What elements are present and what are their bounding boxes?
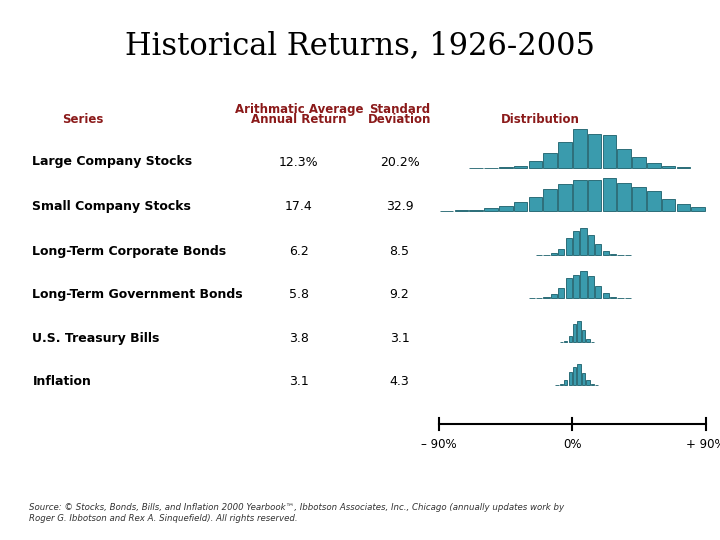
Text: 3.1: 3.1 xyxy=(390,332,410,345)
Text: Series: Series xyxy=(62,113,104,126)
Bar xyxy=(544,189,557,211)
Bar xyxy=(580,228,587,255)
Text: Small Company Stocks: Small Company Stocks xyxy=(32,200,192,213)
Text: Historical Returns, 1926-2005: Historical Returns, 1926-2005 xyxy=(125,30,595,60)
Bar xyxy=(577,321,581,342)
Bar xyxy=(514,202,528,211)
Text: 20.2%: 20.2% xyxy=(379,156,420,168)
Text: 6.2: 6.2 xyxy=(289,245,309,258)
Bar xyxy=(551,294,557,298)
Bar xyxy=(595,286,601,298)
Bar xyxy=(603,136,616,168)
Bar xyxy=(564,380,567,385)
Bar xyxy=(617,148,631,168)
Text: 4.3: 4.3 xyxy=(390,375,410,388)
Bar xyxy=(564,341,567,342)
Text: 8.5: 8.5 xyxy=(390,245,410,258)
Bar xyxy=(662,166,675,168)
Bar xyxy=(566,238,572,255)
Text: 32.9: 32.9 xyxy=(386,200,413,213)
Text: Long-Term Corporate Bonds: Long-Term Corporate Bonds xyxy=(32,245,227,258)
Bar xyxy=(573,324,576,342)
Text: Deviation: Deviation xyxy=(368,113,431,126)
Bar xyxy=(647,163,661,168)
Text: 3.8: 3.8 xyxy=(289,332,309,345)
Bar xyxy=(566,279,572,298)
Bar xyxy=(499,167,513,168)
Bar xyxy=(577,364,581,385)
Bar xyxy=(610,297,616,298)
Bar xyxy=(588,180,601,211)
Bar xyxy=(586,380,590,385)
Bar xyxy=(588,134,601,168)
Bar xyxy=(573,274,579,298)
Bar xyxy=(528,197,542,211)
Bar xyxy=(573,231,579,255)
Text: Long-Term Government Bonds: Long-Term Government Bonds xyxy=(32,288,243,301)
Bar xyxy=(647,191,661,211)
Bar xyxy=(617,183,631,211)
Bar xyxy=(573,180,587,211)
Bar xyxy=(582,330,585,342)
Text: Large Company Stocks: Large Company Stocks xyxy=(32,156,192,168)
Text: 3.1: 3.1 xyxy=(289,375,309,388)
Bar xyxy=(558,288,564,298)
Text: 17.4: 17.4 xyxy=(285,200,312,213)
Text: U.S. Treasury Bills: U.S. Treasury Bills xyxy=(32,332,160,345)
Bar xyxy=(544,152,557,168)
Text: 9.2: 9.2 xyxy=(390,288,410,301)
Bar xyxy=(588,235,594,255)
Bar xyxy=(588,276,594,298)
Bar xyxy=(610,254,616,255)
Bar xyxy=(573,367,576,385)
Bar xyxy=(603,251,609,255)
Bar xyxy=(580,271,587,298)
Text: Arithmatic Average: Arithmatic Average xyxy=(235,103,363,116)
Bar xyxy=(559,384,563,385)
Text: Inflation: Inflation xyxy=(32,375,91,388)
Bar xyxy=(469,210,483,211)
Bar xyxy=(582,373,585,385)
Text: – 90%: – 90% xyxy=(421,438,457,451)
Text: Distribution: Distribution xyxy=(500,113,580,126)
Bar xyxy=(454,210,468,211)
Text: Standard: Standard xyxy=(369,103,430,116)
Bar xyxy=(528,161,542,168)
Bar xyxy=(484,208,498,211)
Bar xyxy=(603,178,616,211)
Bar xyxy=(595,244,601,255)
Bar xyxy=(586,339,590,342)
Bar xyxy=(603,293,609,298)
Bar xyxy=(544,297,549,298)
Bar xyxy=(551,253,557,255)
Bar xyxy=(558,248,564,255)
Bar xyxy=(569,336,572,342)
Bar xyxy=(499,206,513,211)
Bar xyxy=(632,187,646,211)
Bar xyxy=(514,166,528,168)
Bar xyxy=(590,384,594,385)
Bar xyxy=(677,204,690,211)
Bar xyxy=(558,142,572,168)
Text: Source: © Stocks, Bonds, Bills, and Inflation 2000 Yearbook™, Ibbotson Associate: Source: © Stocks, Bonds, Bills, and Infl… xyxy=(29,503,564,523)
Bar xyxy=(569,373,572,385)
Bar xyxy=(558,184,572,211)
Bar xyxy=(632,157,646,168)
Bar xyxy=(691,207,705,211)
Text: Annual Return: Annual Return xyxy=(251,113,346,126)
Text: 12.3%: 12.3% xyxy=(279,156,319,168)
Text: + 90%: + 90% xyxy=(685,438,720,451)
Bar xyxy=(573,129,587,168)
Bar xyxy=(662,199,675,211)
Text: 5.8: 5.8 xyxy=(289,288,309,301)
Text: 0%: 0% xyxy=(563,438,582,451)
